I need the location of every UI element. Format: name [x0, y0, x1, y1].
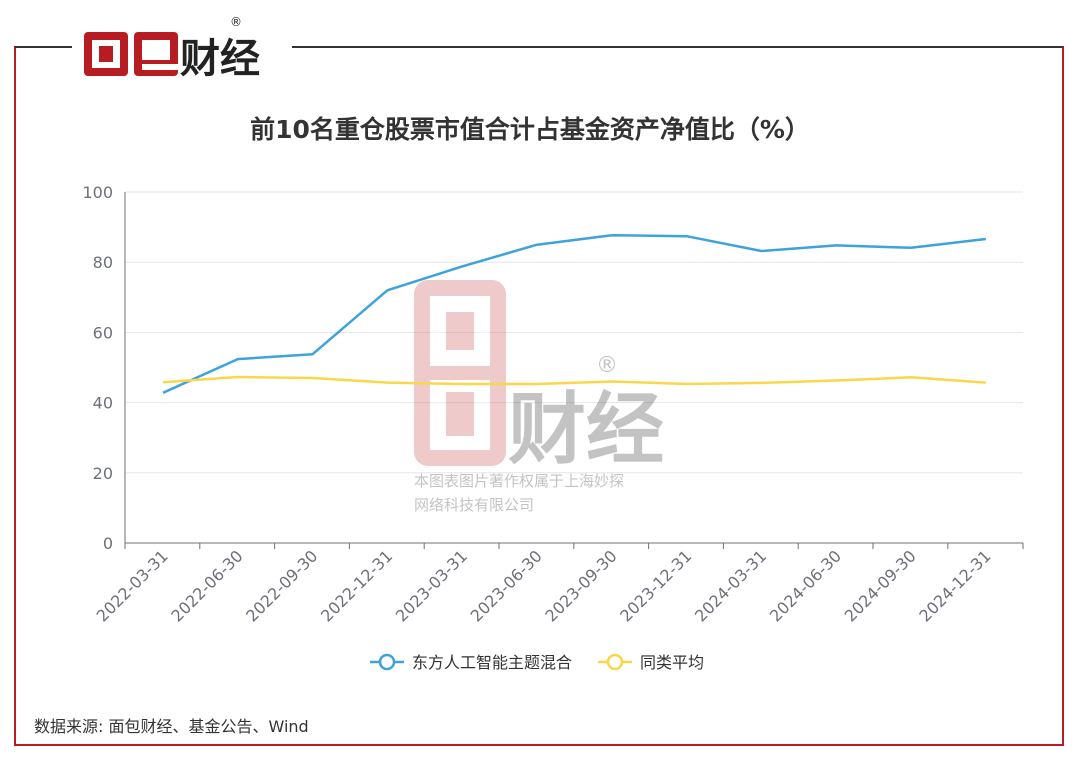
- x-tick-label: 2022-12-31: [317, 546, 396, 625]
- x-tick-label: 2024-06-30: [766, 546, 845, 625]
- x-tick-label: 2022-09-30: [242, 546, 321, 625]
- source-note: 数据来源: 面包财经、基金公告、Wind: [34, 717, 309, 736]
- x-tick-label: 2023-06-30: [467, 546, 546, 625]
- series-lines: [162, 233, 986, 394]
- x-tick-label: 2022-06-30: [167, 546, 246, 625]
- x-tick-label: 2024-03-31: [691, 546, 770, 625]
- grid-lines: [125, 191, 1023, 474]
- y-tick-label: 20: [93, 464, 113, 483]
- legend-marker: [378, 653, 396, 671]
- series-line-2: [162, 375, 986, 386]
- registered-mark: ®: [230, 15, 242, 29]
- chart-frame: [14, 46, 1064, 746]
- legend-label: 同类平均: [640, 653, 704, 672]
- legend: 东方人工智能主题混合 同类平均: [370, 653, 704, 672]
- watermark-registered: ®: [596, 353, 618, 378]
- x-tick-label: 2023-03-31: [392, 546, 471, 625]
- legend-marker: [606, 653, 624, 671]
- x-tick-label: 2024-12-31: [915, 546, 994, 625]
- brand-logo: 财经 ®: [72, 8, 292, 80]
- series-line-1: [162, 233, 986, 394]
- y-tick-label: 100: [82, 183, 113, 202]
- watermark-line2: 网络科技有限公司: [414, 496, 534, 514]
- watermark-logo-mark: [414, 280, 506, 466]
- y-tick-label: 0: [103, 534, 113, 553]
- watermark: 财经 ® 本图表图片著作权属于上海妙探 网络科技有限公司: [414, 280, 664, 514]
- x-tick-label: 2024-09-30: [841, 546, 920, 625]
- y-tick-label: 40: [93, 394, 113, 413]
- legend-label: 东方人工智能主题混合: [412, 653, 572, 672]
- brand-logo-text: 财经: [180, 36, 260, 80]
- x-tick-label: 2022-03-31: [93, 546, 172, 625]
- chart-title: 前10名重仓股票市值合计占基金资产净值比（%）: [250, 115, 810, 144]
- watermark-line1: 本图表图片著作权属于上海妙探: [414, 472, 624, 490]
- y-tick-label: 60: [93, 323, 113, 342]
- x-tick-label: 2023-09-30: [541, 546, 620, 625]
- y-tick-label: 80: [93, 253, 113, 272]
- x-tick-label: 2023-12-31: [616, 546, 695, 625]
- watermark-brand-text: 财经: [508, 385, 664, 475]
